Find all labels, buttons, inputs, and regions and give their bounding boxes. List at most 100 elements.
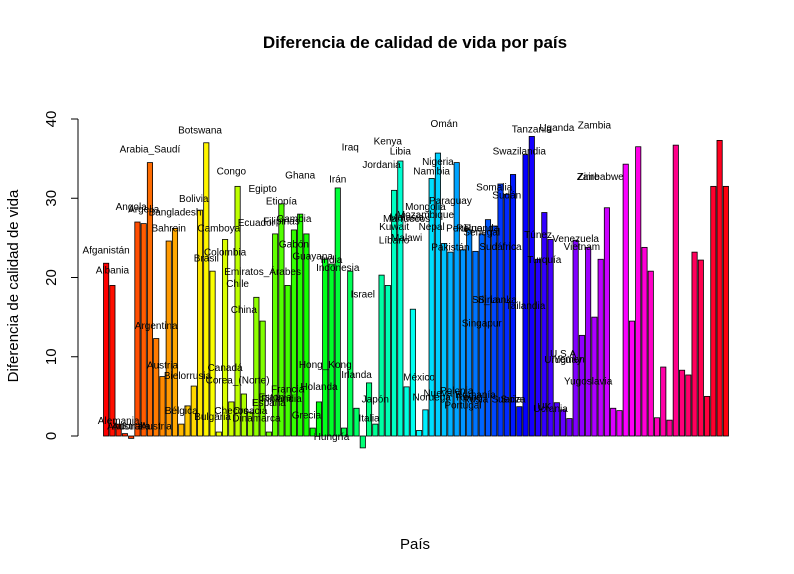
bar	[541, 212, 548, 437]
bar	[503, 193, 510, 437]
y-axis-label: Diferencia de calidad de vida	[5, 189, 22, 382]
country-label: Indonesia	[316, 263, 360, 274]
country-label: Sudán	[492, 190, 521, 201]
country-label: Nepal	[419, 222, 445, 233]
country-label: Sri_Lanka	[472, 295, 517, 306]
bar	[597, 258, 604, 437]
country-label: Irlanda	[341, 370, 372, 381]
bar	[171, 227, 179, 437]
country-label: Bangladesh	[149, 208, 202, 219]
bar	[447, 251, 454, 437]
country-label: Bielorrusia	[164, 371, 212, 382]
country-label: Uruguay	[544, 355, 582, 366]
country-label: Grecia	[292, 411, 322, 422]
country-label: Andorra	[107, 422, 143, 433]
country-label: Gambia	[276, 214, 311, 225]
bar	[359, 435, 366, 449]
chart-title: Diferencia de calidad de vida por país	[263, 33, 567, 52]
bar	[553, 402, 560, 437]
country-label: Túnez	[524, 230, 552, 241]
bar	[384, 285, 391, 437]
bar	[666, 419, 673, 437]
bar	[491, 225, 498, 437]
country-label: Paraguay	[429, 196, 472, 207]
bar	[240, 393, 247, 437]
country-label: Austria	[147, 361, 179, 372]
country-label: China	[231, 305, 258, 316]
country-label: Gabón	[279, 239, 309, 250]
bar	[109, 285, 116, 437]
country-label: Ghana	[285, 170, 315, 181]
country-label: Mongolia	[405, 202, 446, 213]
bar	[234, 185, 241, 437]
country-label: Rumanía	[455, 390, 496, 401]
bar	[710, 185, 717, 437]
bar	[591, 316, 598, 437]
bar	[190, 385, 197, 437]
bar	[153, 338, 160, 437]
bar	[378, 274, 385, 437]
bar	[428, 178, 435, 437]
bar	[228, 401, 235, 437]
y-tick-label: 30	[43, 190, 60, 207]
bar	[434, 152, 441, 437]
country-label: Singapur	[462, 319, 503, 330]
country-label: Polonia	[440, 386, 474, 397]
bar	[121, 433, 128, 437]
bar	[303, 233, 310, 437]
country-label: Japón	[362, 395, 389, 406]
country-label: Reino	[456, 392, 483, 403]
country-label: Nueva	[423, 388, 452, 399]
bar	[572, 239, 579, 437]
bar	[679, 369, 686, 437]
bar	[372, 423, 379, 437]
country-label: Holanda	[300, 382, 338, 393]
bar	[566, 418, 573, 437]
bar	[466, 229, 473, 437]
country-label: Nigeria	[422, 157, 454, 168]
bar	[653, 417, 661, 437]
bar	[497, 183, 504, 437]
bar	[522, 154, 529, 437]
country-label: Namibia	[413, 166, 450, 177]
bar	[178, 423, 185, 437]
bar	[516, 406, 523, 437]
country-label: Yemen	[554, 354, 585, 365]
bar	[422, 409, 429, 437]
country-label: Congo	[217, 166, 247, 177]
bar	[603, 207, 610, 437]
bar	[672, 144, 679, 437]
country-label: Arabia_Saudí	[120, 144, 181, 155]
country-label: Francia	[271, 384, 305, 395]
country-label: Zimbabwe	[578, 172, 625, 183]
bar	[697, 259, 704, 437]
country-label: Ecuador	[238, 218, 276, 229]
country-label: Israel	[351, 289, 375, 300]
country-label: Reino	[456, 224, 483, 235]
country-label: Croacia	[233, 406, 268, 417]
y-tick-label: 0	[43, 432, 60, 440]
country-label: Malawi	[391, 233, 422, 244]
country-label: Mozambique	[397, 210, 455, 221]
bar	[278, 203, 285, 437]
country-label: Austria	[141, 422, 173, 433]
country-label: Hungría	[314, 432, 350, 443]
country-label: Somalia	[476, 182, 513, 193]
bar	[403, 386, 410, 437]
country-labels-group: AfganistánAlbaniaAlemaniaAndorraAngolaAr…	[82, 119, 624, 443]
country-label: Bahrein	[151, 224, 185, 235]
country-label: Bélgica	[165, 406, 198, 417]
bar	[259, 320, 266, 437]
country-label: Argentina	[135, 321, 178, 332]
bar	[353, 407, 360, 437]
country-label: U.S.A	[550, 349, 576, 360]
country-label: Líbano	[379, 235, 410, 246]
country-label: Venezuela	[552, 234, 599, 245]
bar	[622, 163, 629, 437]
bar	[547, 239, 554, 437]
bar	[535, 258, 542, 437]
country-label: Tailandia	[506, 301, 546, 312]
bar	[397, 160, 404, 437]
country-label: Canadá	[208, 363, 243, 374]
